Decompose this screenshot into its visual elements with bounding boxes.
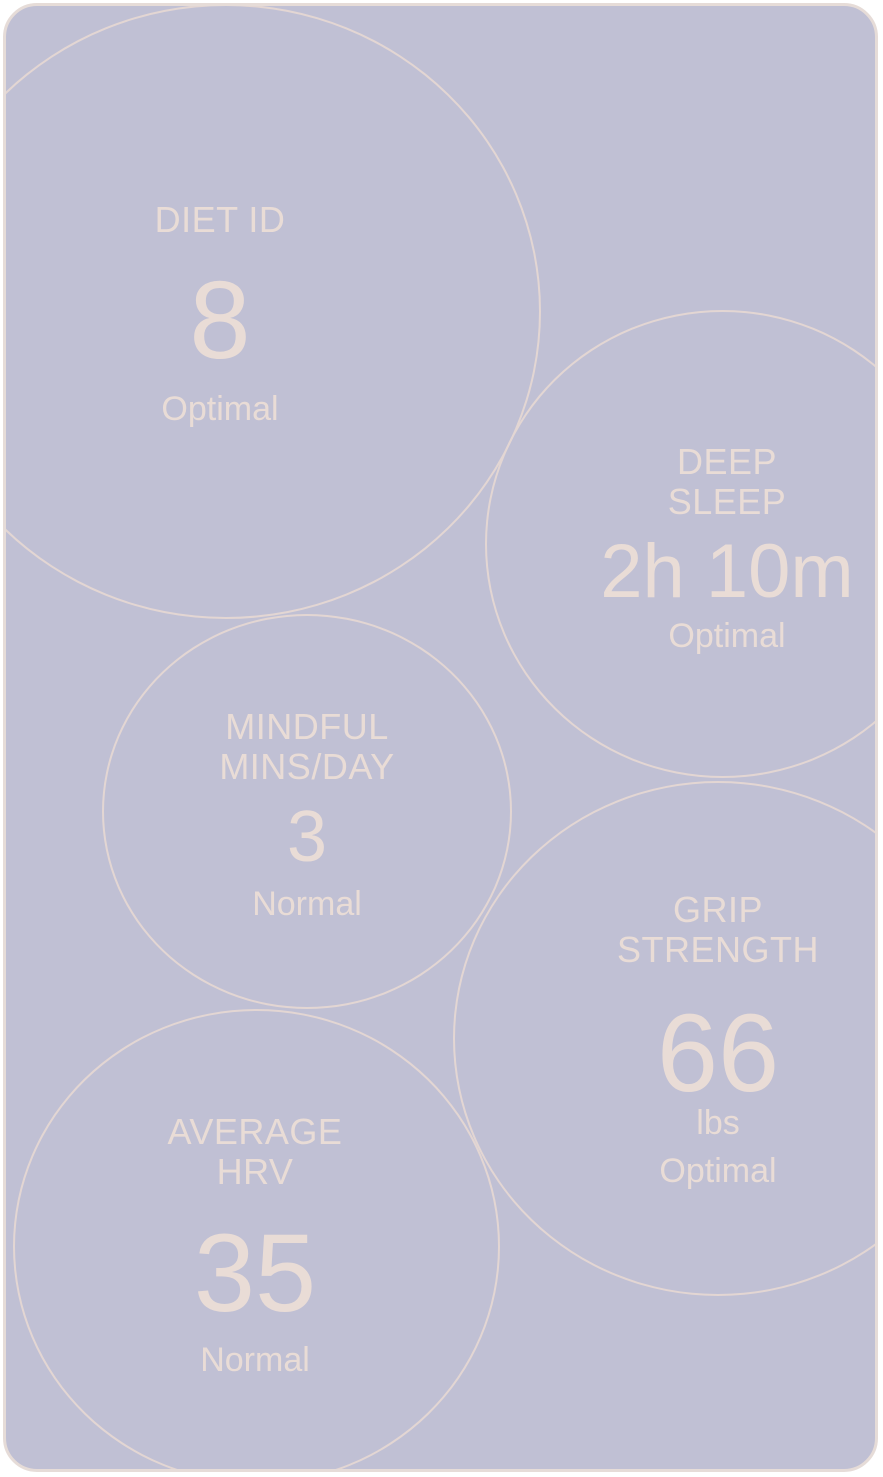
diet-id-value: 8: [189, 259, 251, 382]
mindful-mins-status: Normal: [252, 885, 362, 923]
mindful-mins-label: MINDFUL MINS/DAY: [219, 706, 395, 787]
deep-sleep-status: Optimal: [668, 617, 786, 655]
diet-id-status: Optimal: [161, 390, 279, 428]
grip-strength-label: GRIP STRENGTH: [617, 889, 819, 970]
grip-strength-value: 66: [656, 992, 780, 1115]
diet-id-label: DIET ID: [154, 199, 286, 240]
metrics-card: DIET ID 8 Optimal DEEP SLEEP 2h 10m Opti…: [3, 3, 878, 1472]
average-hrv-value: 35: [193, 1212, 317, 1335]
grip-strength-unit: lbs: [696, 1104, 740, 1142]
deep-sleep-label: DEEP SLEEP: [667, 441, 787, 522]
average-hrv-label: AVERAGE HRV: [167, 1111, 343, 1192]
average-hrv-status: Normal: [200, 1341, 310, 1379]
deep-sleep-value: 2h 10m: [600, 529, 854, 614]
mindful-mins-value: 3: [286, 797, 328, 877]
diet-id-bubble[interactable]: [6, 6, 541, 619]
grip-strength-status: Optimal: [659, 1152, 777, 1190]
mindful-mins-bubble[interactable]: [102, 614, 512, 1009]
average-hrv-bubble[interactable]: [13, 1009, 500, 1469]
